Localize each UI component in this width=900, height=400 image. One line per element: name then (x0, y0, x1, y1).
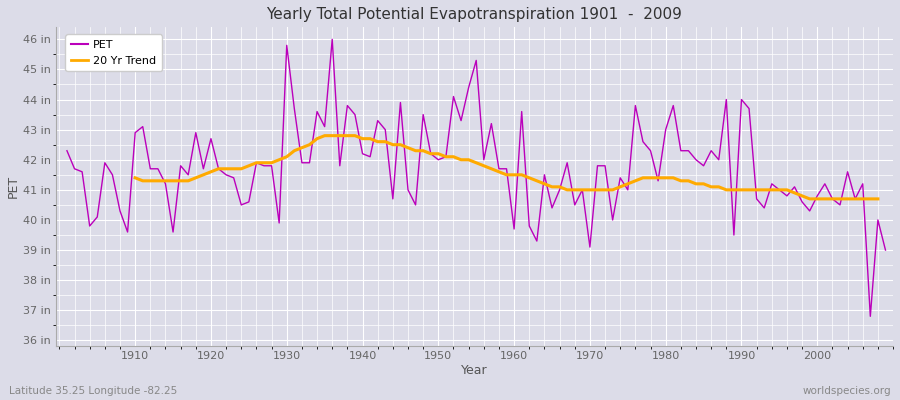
Text: Latitude 35.25 Longitude -82.25: Latitude 35.25 Longitude -82.25 (9, 386, 177, 396)
Legend: PET, 20 Yr Trend: PET, 20 Yr Trend (66, 34, 162, 71)
X-axis label: Year: Year (461, 364, 488, 377)
Title: Yearly Total Potential Evapotranspiration 1901  -  2009: Yearly Total Potential Evapotranspiratio… (266, 7, 682, 22)
Text: worldspecies.org: worldspecies.org (803, 386, 891, 396)
Y-axis label: PET: PET (7, 175, 20, 198)
